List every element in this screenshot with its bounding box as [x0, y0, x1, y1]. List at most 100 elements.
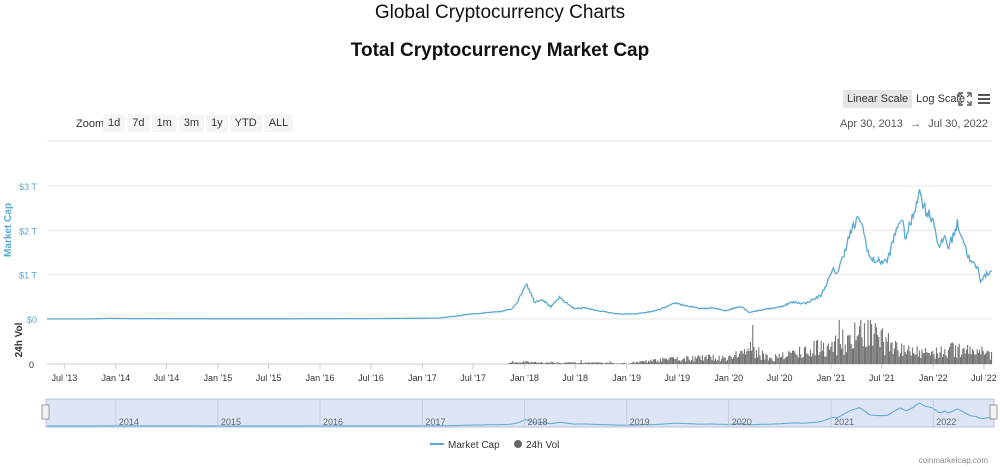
- zoom-1m-button[interactable]: 1m: [151, 114, 177, 132]
- volume-bar: [700, 359, 702, 364]
- zoom-1y-button[interactable]: 1y: [206, 114, 228, 132]
- volume-bar: [692, 355, 694, 364]
- volume-bar: [755, 350, 757, 364]
- volume-bar: [938, 358, 940, 364]
- volume-bar: [821, 350, 823, 364]
- volume-bar: [638, 362, 640, 364]
- volume-bar: [987, 350, 989, 364]
- volume-bar: [710, 356, 712, 364]
- volume-bar: [641, 360, 643, 364]
- volume-bar: [557, 363, 559, 364]
- volume-bar: [529, 363, 531, 364]
- volume-bar: [590, 362, 592, 364]
- volume-bar: [667, 360, 669, 364]
- range-from[interactable]: Apr 30, 2013: [839, 118, 903, 130]
- legend: Market Cap 24h Vol: [430, 440, 559, 451]
- volume-bar: [819, 351, 821, 364]
- volume-bar: [920, 357, 922, 364]
- volume-bar: [513, 362, 515, 364]
- volume-bar: [884, 355, 886, 364]
- market-cap-line: [47, 188, 993, 320]
- volume-bar: [964, 353, 966, 364]
- volume-bar: [836, 355, 838, 364]
- navigator-tick-label: 2014: [119, 417, 139, 427]
- volume-bar: [530, 361, 532, 364]
- volume-bar: [902, 355, 904, 364]
- volume-bar: [743, 349, 745, 364]
- volume-bar: [776, 356, 778, 364]
- volume-bar: [577, 363, 579, 364]
- volume-bar: [835, 335, 837, 364]
- volume-bar: [662, 357, 664, 364]
- volume-bar: [968, 353, 970, 364]
- volume-bar: [899, 353, 901, 364]
- volume-bar: [764, 359, 766, 364]
- volume-bar: [611, 362, 613, 364]
- volume-bar: [814, 355, 816, 364]
- navigator-tick-label: 2015: [221, 417, 241, 427]
- zoom-3m-button[interactable]: 3m: [178, 114, 205, 132]
- volume-bar: [566, 362, 568, 364]
- volume-bar: [572, 361, 574, 364]
- volume-bar: [939, 352, 941, 364]
- volume-bar: [808, 356, 810, 364]
- volume-bar: [553, 362, 555, 364]
- volume-bar: [691, 360, 693, 364]
- zoom-ytd-button[interactable]: YTD: [229, 114, 262, 132]
- volume-bar: [659, 358, 661, 364]
- volume-bars: [507, 320, 993, 364]
- range-to[interactable]: Jul 30, 2022: [928, 118, 988, 130]
- volume-bar: [807, 354, 809, 364]
- volume-bar: [681, 360, 683, 364]
- zoom-1d-button[interactable]: 1d: [103, 114, 126, 132]
- volume-bar: [827, 343, 829, 364]
- volume-bar: [773, 361, 775, 364]
- volume-bar: [983, 354, 985, 364]
- volume-bar: [775, 354, 777, 364]
- volume-bar: [586, 362, 588, 364]
- volume-bar: [917, 356, 919, 364]
- volume-bar: [832, 351, 834, 364]
- volume-bar: [845, 352, 847, 364]
- navigator-tick-label: 2019: [630, 417, 650, 427]
- volume-bar: [727, 359, 729, 364]
- volume-bar: [844, 344, 846, 364]
- volume-bar: [580, 360, 582, 364]
- volume-bar: [975, 354, 977, 364]
- linear-scale-button[interactable]: Linear Scale: [843, 90, 913, 108]
- volume-bar: [991, 352, 993, 364]
- volume-bar: [531, 362, 533, 364]
- volume-bar: [874, 323, 876, 364]
- volume-bar: [787, 356, 789, 364]
- volume-bar: [988, 352, 990, 364]
- volume-bar: [520, 362, 522, 364]
- volume-bar: [957, 346, 959, 364]
- volume-bar: [783, 359, 785, 364]
- volume-bar: [535, 361, 537, 364]
- zoom-7d-button[interactable]: 7d: [127, 114, 150, 132]
- hamburger-menu-icon[interactable]: [977, 92, 991, 106]
- volume-bar: [596, 362, 598, 364]
- volume-bar: [633, 361, 635, 364]
- volume-bar: [754, 358, 756, 364]
- attribution[interactable]: coinmarketcap.com: [918, 456, 988, 465]
- volume-bar: [986, 351, 988, 364]
- fullscreen-icon[interactable]: [958, 92, 972, 106]
- volume-bar: [916, 346, 918, 364]
- volume-bar: [634, 363, 636, 364]
- log-scale-button[interactable]: Log Scale: [916, 93, 966, 105]
- x-tick-label: Jul '21: [869, 373, 895, 383]
- navigator-left-handle: [41, 404, 50, 420]
- volume-bar: [686, 356, 688, 364]
- volume-bar: [989, 359, 991, 364]
- volume-bar: [538, 362, 540, 364]
- volume-bar: [706, 359, 708, 364]
- volume-bar: [931, 351, 933, 364]
- scale-toggle: Linear Scale Log Scale: [843, 90, 969, 108]
- zoom-all-button[interactable]: ALL: [263, 114, 294, 132]
- volume-bar: [697, 356, 699, 364]
- date-range[interactable]: Apr 30, 2013 → Jul 30, 2022: [840, 118, 988, 130]
- volume-bar: [694, 356, 696, 364]
- x-tick-label: Jul '13: [51, 373, 77, 383]
